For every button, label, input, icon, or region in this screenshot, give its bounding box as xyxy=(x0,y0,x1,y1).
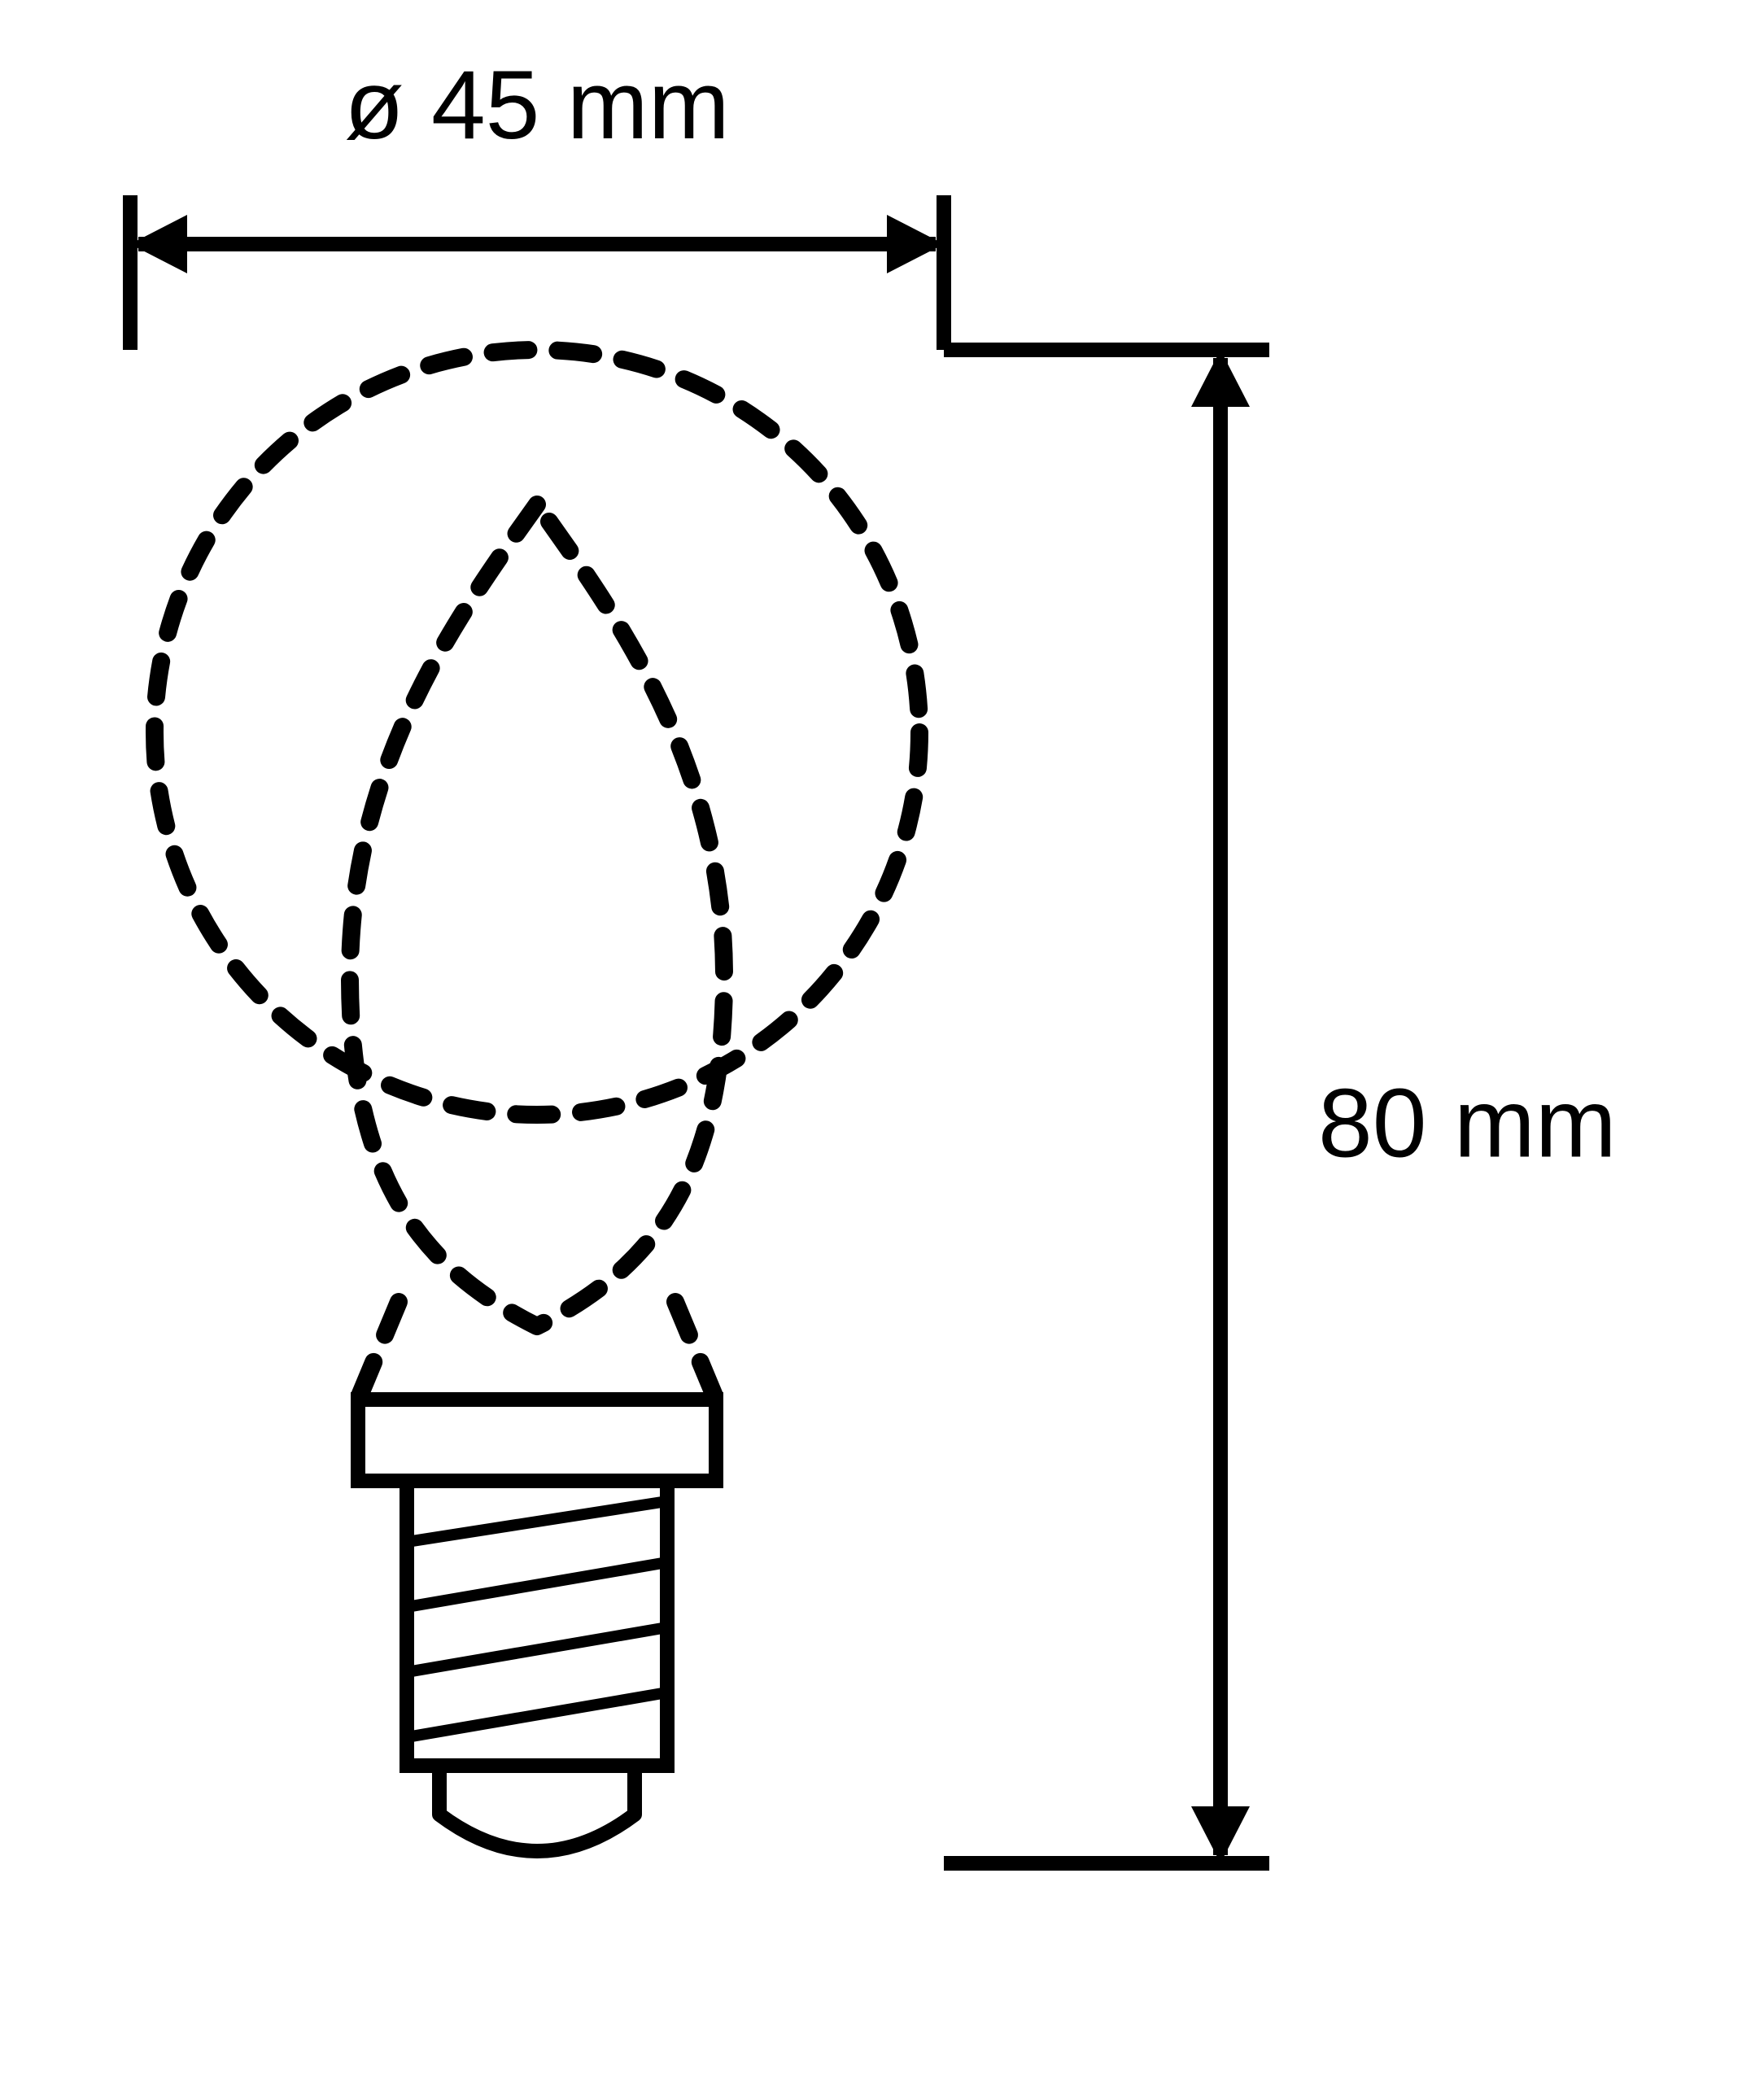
arrowhead xyxy=(1191,1806,1250,1863)
bulb-dimension-diagram: ø 45 mm 80 mm xyxy=(0,0,1764,2083)
neck-connector-left xyxy=(358,1302,399,1400)
bulb-screw-thread-0 xyxy=(407,1501,667,1542)
arrowhead xyxy=(1191,350,1250,407)
bulb-screw-thread-3 xyxy=(407,1692,667,1737)
height-label: 80 mm xyxy=(1318,1069,1617,1178)
arrowhead xyxy=(887,215,944,273)
arrowhead xyxy=(130,215,187,273)
bulb-globe-outline xyxy=(155,350,919,1115)
bulb-collar-upper xyxy=(358,1400,716,1481)
bulb-screw-thread-2 xyxy=(407,1627,667,1672)
width-label: ø 45 mm xyxy=(344,50,729,159)
neck-connector-right xyxy=(675,1302,716,1400)
bulb-screw-thread-1 xyxy=(407,1562,667,1607)
bulb-candle-outline xyxy=(350,504,724,1326)
bulb-contact-tip xyxy=(439,1766,635,1851)
